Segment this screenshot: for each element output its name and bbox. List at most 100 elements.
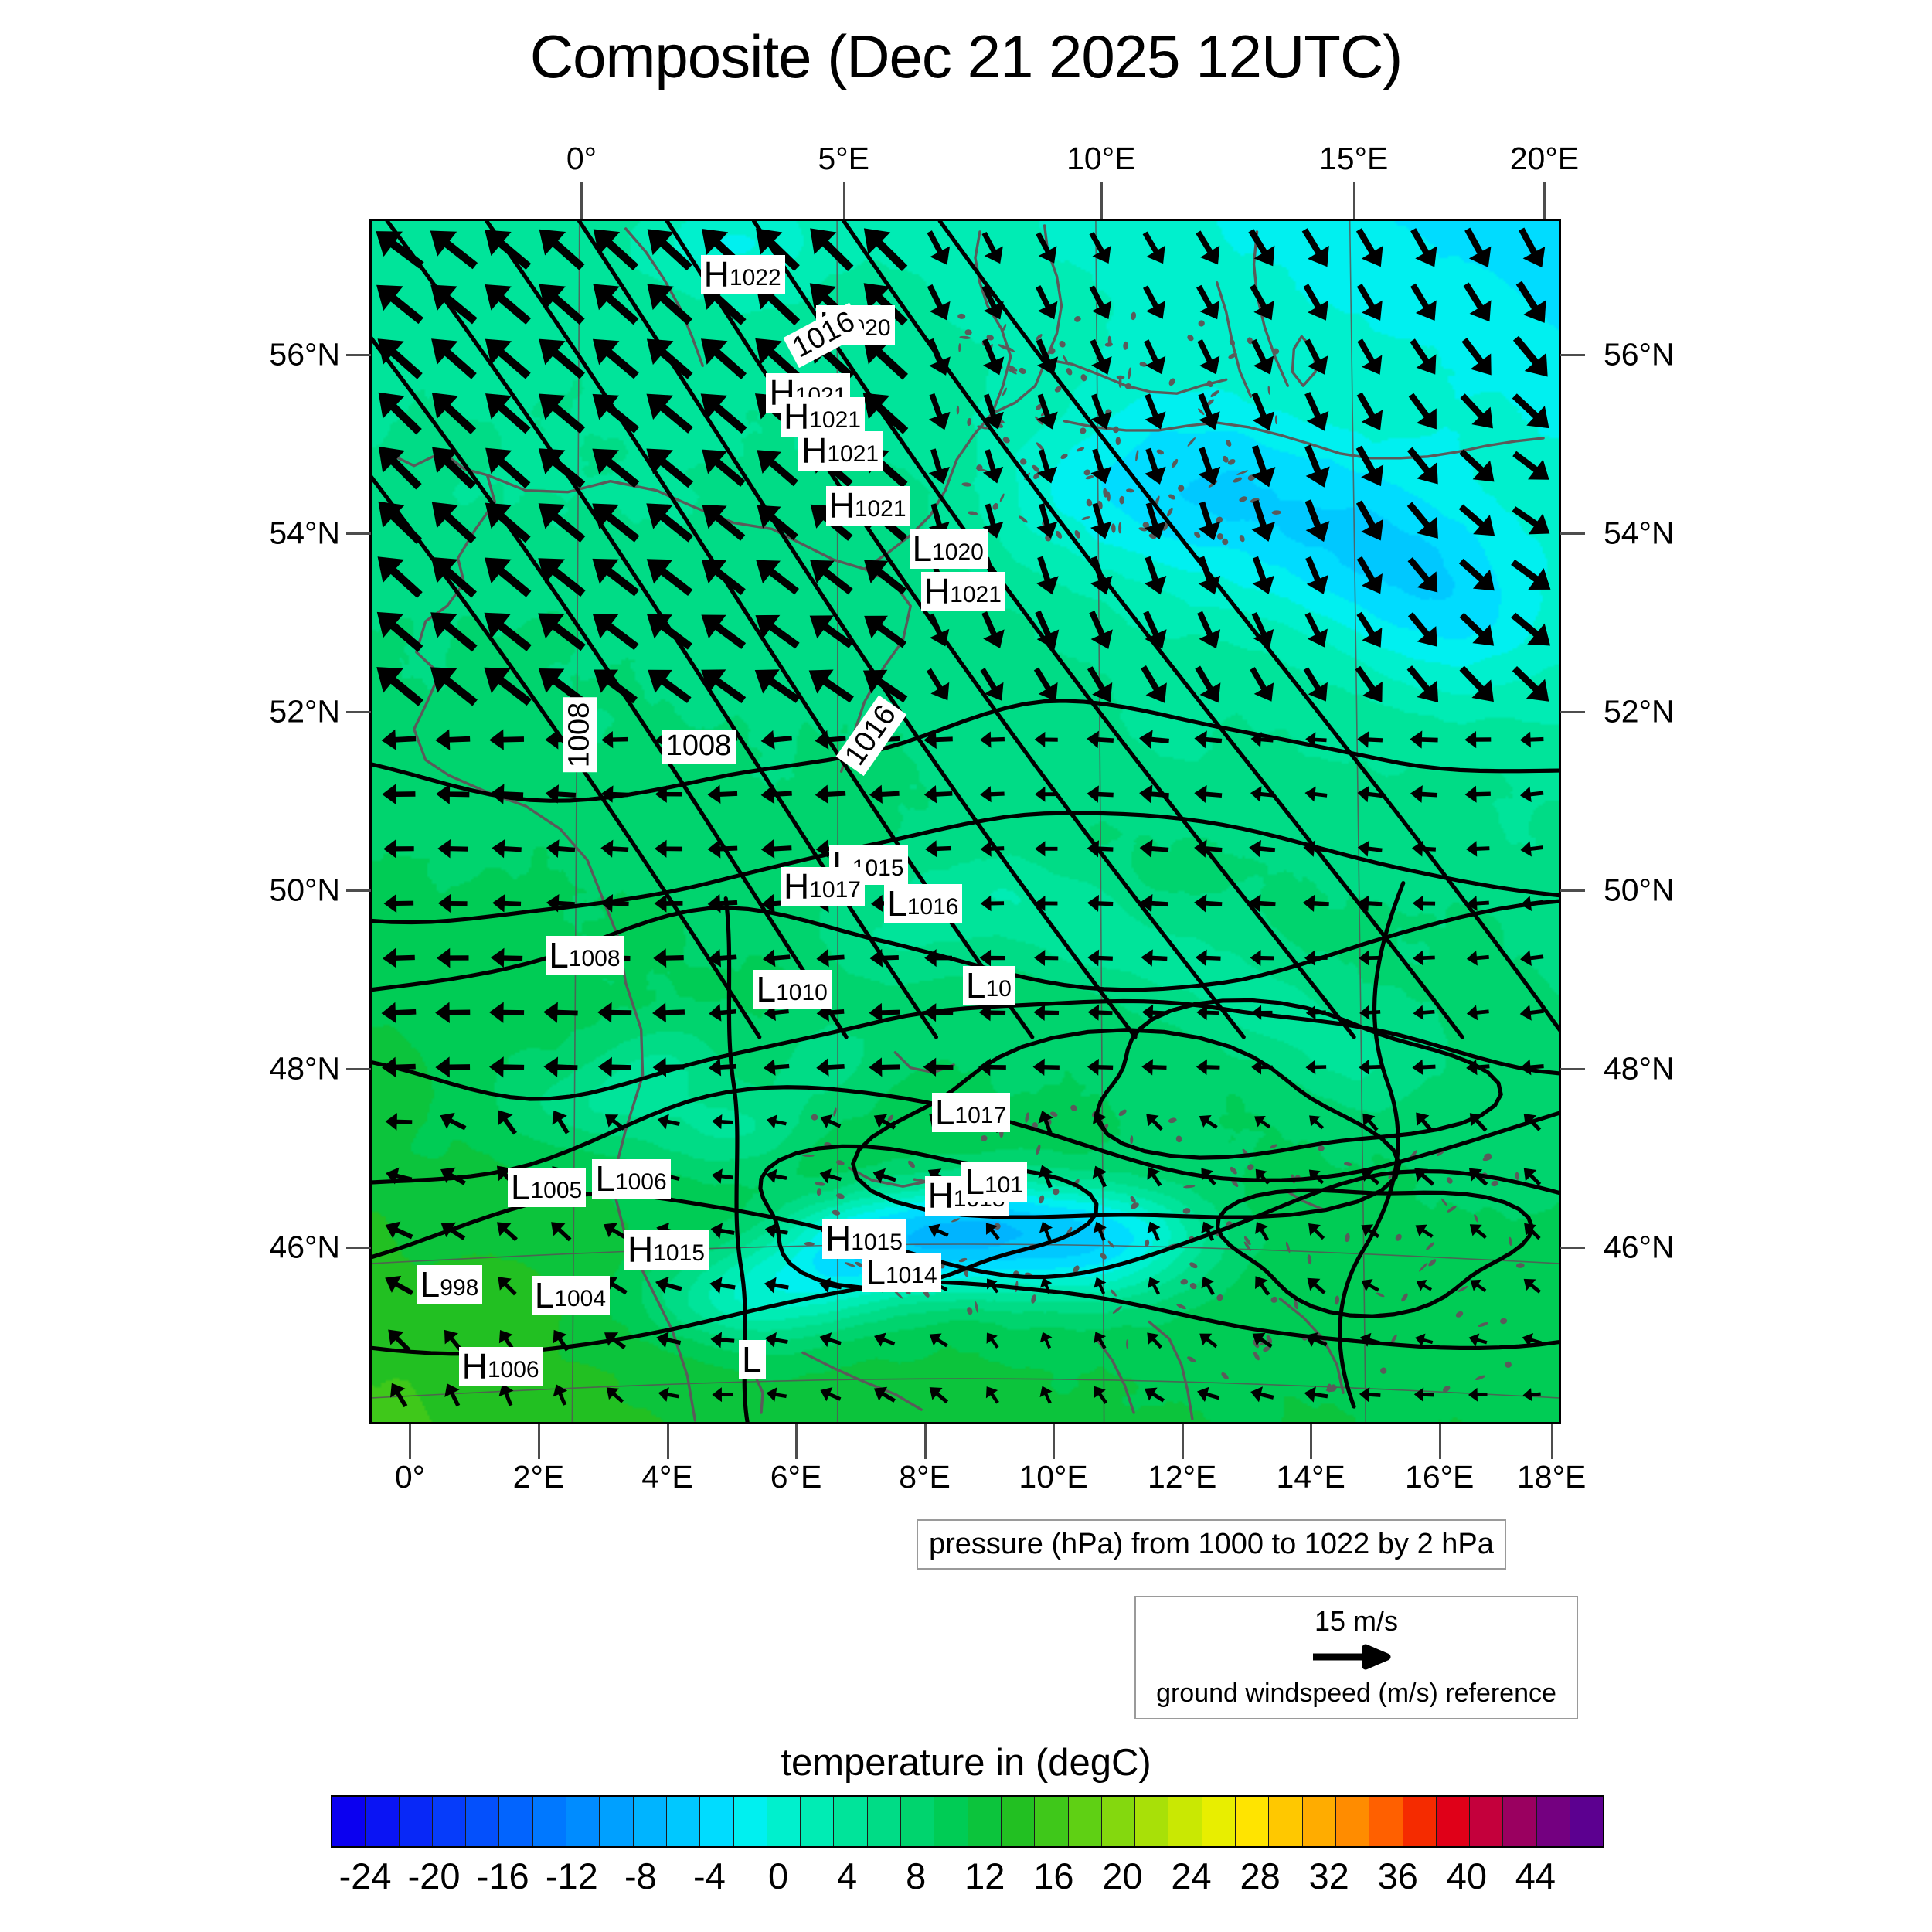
colorbar-cell-2 (399, 1797, 433, 1846)
wind-arrow (820, 1387, 842, 1402)
wind-arrow (815, 730, 846, 750)
colorbar-cell-34 (1470, 1797, 1504, 1846)
wind-arrow (1416, 1112, 1434, 1133)
wind-arrow (1197, 611, 1221, 649)
pressure-center-value: 10 (985, 976, 1012, 1002)
wind-arrow (980, 786, 1005, 803)
wind-arrow (646, 503, 693, 543)
wind-arrow (376, 231, 424, 269)
pressure-center-value: 1021 (809, 406, 861, 433)
wind-arrow (701, 338, 747, 379)
island-speck (1505, 1361, 1512, 1368)
island-speck (1168, 378, 1175, 386)
tick-bottom-8: 16°E (1405, 1459, 1475, 1495)
island-speck (1107, 1240, 1114, 1248)
wind-arrow (655, 1276, 682, 1294)
wind-arrow (647, 284, 693, 325)
wind-arrow (1355, 445, 1384, 487)
island-speck (1198, 320, 1205, 327)
tickmark-bottom-5 (1053, 1424, 1056, 1459)
wind-arrow (1195, 665, 1221, 703)
pressure-center-low-16: L1006 (592, 1158, 671, 1199)
coastline-segment-15 (1148, 1320, 1194, 1420)
coastline-segment-13 (847, 1166, 927, 1188)
island-speck (1216, 1294, 1223, 1301)
wind-arrow (440, 1167, 466, 1185)
pressure-center-high-0: H1022 (700, 254, 785, 294)
wind-arrow (382, 1056, 416, 1078)
pressure-center-low-23: L1004 (531, 1276, 611, 1316)
island-speck (1189, 1283, 1197, 1290)
tick-left-3: 50°N (269, 872, 340, 908)
island-speck (1440, 1198, 1447, 1206)
island-speck (1229, 338, 1236, 346)
island-speck (1002, 387, 1007, 396)
pressure-center-type: L (934, 1092, 955, 1132)
wind-arrow (1197, 1386, 1220, 1403)
island-speck (1189, 1262, 1198, 1269)
island-speck (1455, 1311, 1464, 1318)
wind-arrow (809, 615, 853, 648)
wind-arrow (1305, 732, 1327, 747)
island-speck (1167, 507, 1173, 517)
island-speck (1079, 427, 1087, 434)
wind-arrow (430, 612, 478, 652)
wind-arrow (600, 839, 629, 858)
wind-arrow (430, 667, 478, 706)
wind-arrow (1304, 1386, 1328, 1403)
wind-arrow (377, 556, 423, 598)
pressure-center-low-13: L10 (962, 966, 1015, 1006)
wind-arrow (592, 614, 639, 651)
map-plot-area[interactable] (369, 219, 1561, 1424)
island-speck (1110, 1289, 1117, 1297)
wind-arrow (928, 613, 950, 647)
island-speck (1243, 1241, 1251, 1251)
wind-arrow (924, 949, 952, 968)
colorbar-tick-0: -24 (338, 1855, 392, 1896)
wind-arrow (1458, 558, 1495, 591)
island-speck (1269, 1144, 1278, 1149)
tickmark-top-4 (1543, 182, 1546, 219)
wind-arrow (1361, 1224, 1380, 1239)
wind-arrow (1359, 1060, 1381, 1075)
wind-arrow (816, 1058, 845, 1077)
wind-arrow (1512, 393, 1549, 429)
wind-arrow (1356, 556, 1383, 594)
colorbar-cell-30 (1335, 1797, 1370, 1846)
wind-arrow (648, 669, 692, 703)
colorbar[interactable] (331, 1795, 1604, 1848)
wind-arrow (810, 560, 853, 595)
island-speck (1066, 368, 1073, 376)
island-speck (1428, 1259, 1437, 1267)
wind-arrow (1250, 732, 1274, 747)
island-speck (1039, 1195, 1045, 1204)
pressure-center-type: H (627, 1229, 654, 1270)
wind-arrow (1034, 950, 1059, 966)
tick-left-5: 46°N (269, 1229, 340, 1265)
tickmark-bottom-3 (795, 1424, 798, 1459)
wind-arrow (757, 505, 798, 541)
wind-arrow (1524, 1223, 1541, 1240)
wind-arrow (647, 614, 692, 650)
island-speck (1376, 1292, 1385, 1298)
island-speck (1180, 1278, 1189, 1285)
wind-arrow (979, 949, 1005, 967)
wind-arrow (600, 894, 629, 913)
island-speck (1002, 324, 1007, 333)
wind-arrow (1511, 612, 1551, 646)
wind-arrow (498, 1383, 514, 1406)
island-speck (801, 1154, 815, 1157)
wind-arrow (1248, 894, 1276, 913)
wind-arrow (701, 614, 747, 649)
wind-arrow (708, 1058, 736, 1077)
wind-arrow (654, 839, 683, 858)
wind-arrow (657, 1114, 680, 1130)
wind-arrow (1194, 839, 1223, 858)
wind-arrow (1089, 231, 1111, 264)
wind-arrow (1145, 447, 1166, 485)
colorbar-cell-3 (432, 1797, 467, 1846)
tick-top-4: 20°E (1509, 141, 1580, 176)
wind-arrow (440, 1222, 466, 1240)
island-speck (1128, 367, 1131, 379)
wind-arrow (766, 1168, 787, 1184)
